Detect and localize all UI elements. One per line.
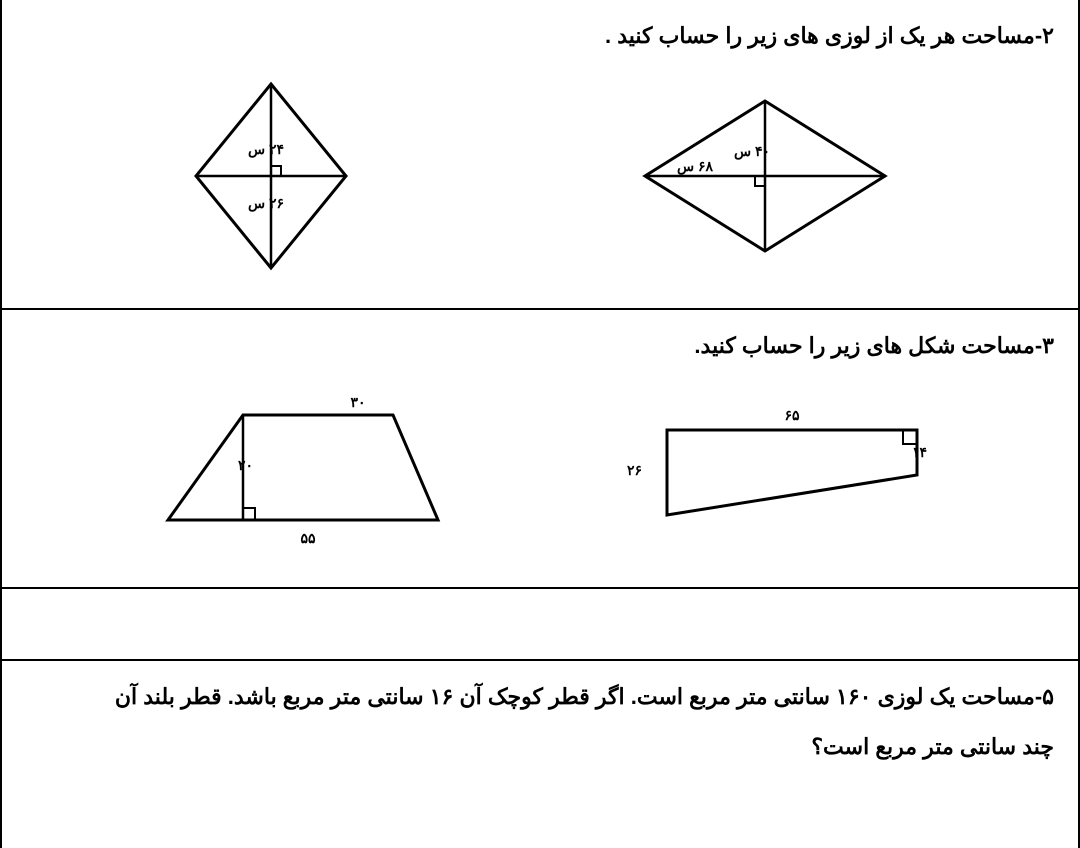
rhombus-a-figure: ۲۴ س ۲۶ س — [186, 76, 356, 276]
trapezoid-a-svg: ۳۰ ۵۵ ۲۰ — [133, 385, 453, 555]
trapezoid-b-outline — [667, 430, 917, 515]
question-2-section: ۲-مساحت هر یک از لوزی های زیر را حساب کن… — [2, 0, 1078, 308]
question-2-prompt: ۲-مساحت هر یک از لوزی های زیر را حساب کن… — [26, 16, 1054, 56]
trapezoid-a-bottom-label: ۵۵ — [300, 530, 316, 546]
question-5-line1: ۵-مساحت یک لوزی ۱۶۰ سانتی متر مربع است. … — [26, 677, 1054, 717]
right-angle-icon — [755, 176, 765, 186]
rhombus-b-svg: ۴۰ س ۶۸ س — [635, 91, 895, 261]
question-5-line2: چند سانتی متر مربع است؟ — [26, 727, 1054, 767]
trapezoid-a-height-label: ۲۰ — [238, 457, 253, 473]
question-2-figures: ۲۴ س ۲۶ س ۴۰ س ۶۸ س — [26, 66, 1054, 296]
trapezoid-a-outline — [168, 415, 438, 520]
rhombus-b-label-h: ۶۸ س — [676, 158, 713, 175]
trapezoid-b-svg: ۶۵ ۱۴ ۲۶ — [627, 395, 947, 545]
rhombus-a-label-2: ۲۶ س — [247, 195, 283, 212]
worksheet-page: ۲-مساحت هر یک از لوزی های زیر را حساب کن… — [0, 0, 1080, 848]
rhombus-b-label-v: ۴۰ س — [733, 143, 769, 160]
right-angle-icon — [903, 430, 917, 444]
right-angle-icon — [271, 166, 281, 176]
trapezoid-b-figure: ۶۵ ۱۴ ۲۶ — [627, 395, 947, 545]
right-angle-icon — [243, 508, 255, 520]
rhombus-b-figure: ۴۰ س ۶۸ س — [635, 91, 895, 261]
question-3-section: ۳-مساحت شکل های زیر را حساب کنید. ۳۰ ۵۵ … — [2, 310, 1078, 588]
question-3-figures: ۳۰ ۵۵ ۲۰ ۶۵ ۱۴ ۲۶ — [26, 375, 1054, 575]
trapezoid-b-top-label: ۶۵ — [784, 407, 800, 423]
rhombus-a-svg: ۲۴ س ۲۶ س — [186, 76, 356, 276]
blank-gap — [2, 589, 1078, 659]
trapezoid-b-side-label: ۲۶ — [627, 462, 642, 478]
trapezoid-a-top-label: ۳۰ — [350, 394, 365, 410]
trapezoid-a-figure: ۳۰ ۵۵ ۲۰ — [133, 385, 453, 555]
rhombus-a-label-1: ۲۴ س — [247, 141, 283, 158]
trapezoid-b-height-label: ۱۴ — [912, 444, 927, 460]
question-5-section: ۵-مساحت یک لوزی ۱۶۰ سانتی متر مربع است. … — [2, 661, 1078, 788]
question-3-prompt: ۳-مساحت شکل های زیر را حساب کنید. — [26, 326, 1054, 366]
